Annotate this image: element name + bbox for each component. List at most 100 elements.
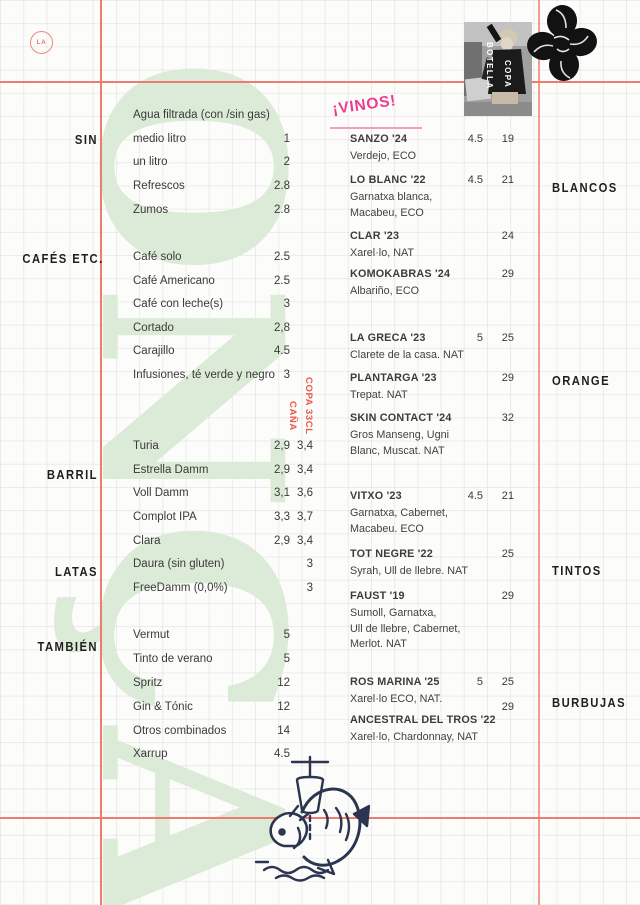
wine-botella-price: 24 [501,230,514,242]
item-name: Café solo [133,251,182,263]
item-price-copa: 3,6 [297,487,313,499]
item-price: 12 [277,701,290,713]
wine-copa-price: 4.5 [467,174,483,186]
item-price-cana: 2,9 [274,464,290,476]
item-price-copa: 3,4 [297,440,313,452]
wine-desc: Gros Manseng, Ugni Blanc, Muscat. NAT [350,429,450,457]
wine-entry: TOT NEGRE '22 Syrah, Ull de llebre. NAT … [350,548,525,580]
section-label-barril: BARRIL [46,467,98,483]
item-price: 2.8 [274,180,290,192]
wine-copa-price: 5 [476,676,483,688]
logo-text: LA [36,39,47,46]
item-name: Infusiones, té verde y negro [133,369,275,381]
wine-botella-price: 29 [501,590,514,602]
item-price: 3 [283,369,290,381]
section-label-cafes: CAFÉS ETC. [22,251,104,267]
item-price: 5 [283,629,290,641]
wine-entry: CLAR '23 Xarel·lo, NAT 24 [350,230,525,262]
menu-item: Gin & Tónic 12 [133,701,363,716]
horizontal-rule-top [0,81,640,83]
wine-name: VITXO '23 [350,490,402,502]
item-price-cana: 3,1 [274,487,290,499]
item-price: 2.8 [274,204,290,216]
menu-item: Carajillo 4.5 [133,345,363,360]
menu-item: Refrescos 2.8 [133,180,363,195]
item-name: Otros combinados [133,725,227,737]
wine-name: PLANTARGA '23 [350,372,437,384]
wine-entry: PLANTARGA '23 Trepat. NAT 29 [350,372,525,404]
item-price-cana: 2,9 [274,535,290,547]
botella-column-header: BOTELLA [485,42,494,90]
flower-scribble-icon [527,5,597,81]
item-price: 4.5 [274,748,290,760]
wine-entry: FAUST '19 Sumoll, Garnatxa, Ull de llebre… [350,590,525,653]
wine-botella-price: 25 [501,676,514,688]
fish-tap-illustration [254,755,370,882]
horizontal-rule-bottom [0,817,640,819]
menu-item: medio litro 1 [133,133,363,148]
item-price-copa: 3,4 [297,464,313,476]
menu-item: Agua filtrada (con /sin gas) [133,109,363,124]
menu-item: un litro 2 [133,156,363,171]
menu-item: Spritz 12 [133,677,363,692]
wine-desc: Syrah, Ull de llebre. NAT [350,565,469,577]
menu-item: Cortado 2,8 [133,322,363,337]
item-price: 14 [277,725,290,737]
menu-item: Infusiones, té verde y negro 3 [133,369,363,384]
item-name: Clara [133,535,161,547]
group-label-blancos: BLANCOS [552,180,618,196]
wine-desc: Xarel·lo ECO, NAT. [350,693,443,705]
item-name: medio litro [133,133,187,145]
la-circle-logo: LA [30,31,53,54]
item-name: Spritz [133,677,163,689]
wine-desc: Verdejo, ECO [350,150,417,162]
group-label-tintos: TINTOS [552,563,602,579]
menu-item: Café Americano 2.5 [133,275,363,290]
wine-entry: ANCESTRAL DEL TROS '22 Xarel·lo, Chardon… [350,701,525,746]
item-name: Café con leche(s) [133,298,224,310]
group-label-burbujas: BURBUJAS [552,695,627,711]
wine-botella-price: 21 [501,490,514,502]
wine-copa-price: 5 [476,332,483,344]
menu-item: Café con leche(s) 3 [133,298,363,313]
item-price: 5 [283,653,290,665]
wine-name: FAUST '19 [350,590,405,602]
item-price: 3 [283,298,290,310]
item-price: 2,8 [274,322,290,334]
wine-entry: SKIN CONTACT '24 Gros Manseng, Ugni Blanc… [350,412,525,459]
wine-desc: Garnatxa, Cabernet, Macabeu. ECO [350,507,448,535]
wine-entry: ROS MARINA '25 Xarel·lo ECO, NAT. 5 25 [350,676,525,708]
wine-desc: Clarete de la casa. NAT [350,349,464,361]
wine-copa-price: 4.5 [467,133,483,145]
wine-entry: KOMOKABRAS '24 Albariño, ECO 29 [350,268,525,300]
vinos-underline [330,127,422,129]
section-label-tambien: TAMBIÉN [37,639,98,655]
copa33cl-column-header: COPA 33CL [303,377,314,435]
section-label-sin: SIN [74,132,98,148]
item-price: 2.5 [274,251,290,263]
wine-name: TOT NEGRE '22 [350,548,433,560]
wine-name: LO BLANC '22 [350,174,426,186]
section-label-latas: LATAS [54,564,98,580]
wine-botella-price: 25 [501,332,514,344]
wine-botella-price: 32 [501,412,514,424]
item-name: Xarrup [133,748,168,760]
wine-name: KOMOKABRAS '24 [350,268,451,280]
item-name: Vermut [133,629,170,641]
wine-botella-price: 29 [501,372,514,384]
cana-column-header: CAÑA [287,401,298,431]
item-name: Carajillo [133,345,175,357]
item-price-cana: 3,3 [274,511,290,523]
item-name: FreeDamm (0,0%) [133,582,228,594]
wine-desc: Trepat. NAT [350,389,408,401]
item-name: Refrescos [133,180,185,192]
wine-desc: Sumoll, Garnatxa, Ull de llebre, Cabernet… [350,607,461,650]
item-price: 1 [283,133,290,145]
item-name: Gin & Tónic [133,701,193,713]
group-label-orange: ORANGE [552,373,611,389]
wine-botella-price: 25 [501,548,514,560]
item-price: 3 [306,558,313,570]
item-price: 2 [283,156,290,168]
item-name: Agua filtrada (con /sin gas) [133,109,270,121]
item-price-copa: 3,4 [297,535,313,547]
